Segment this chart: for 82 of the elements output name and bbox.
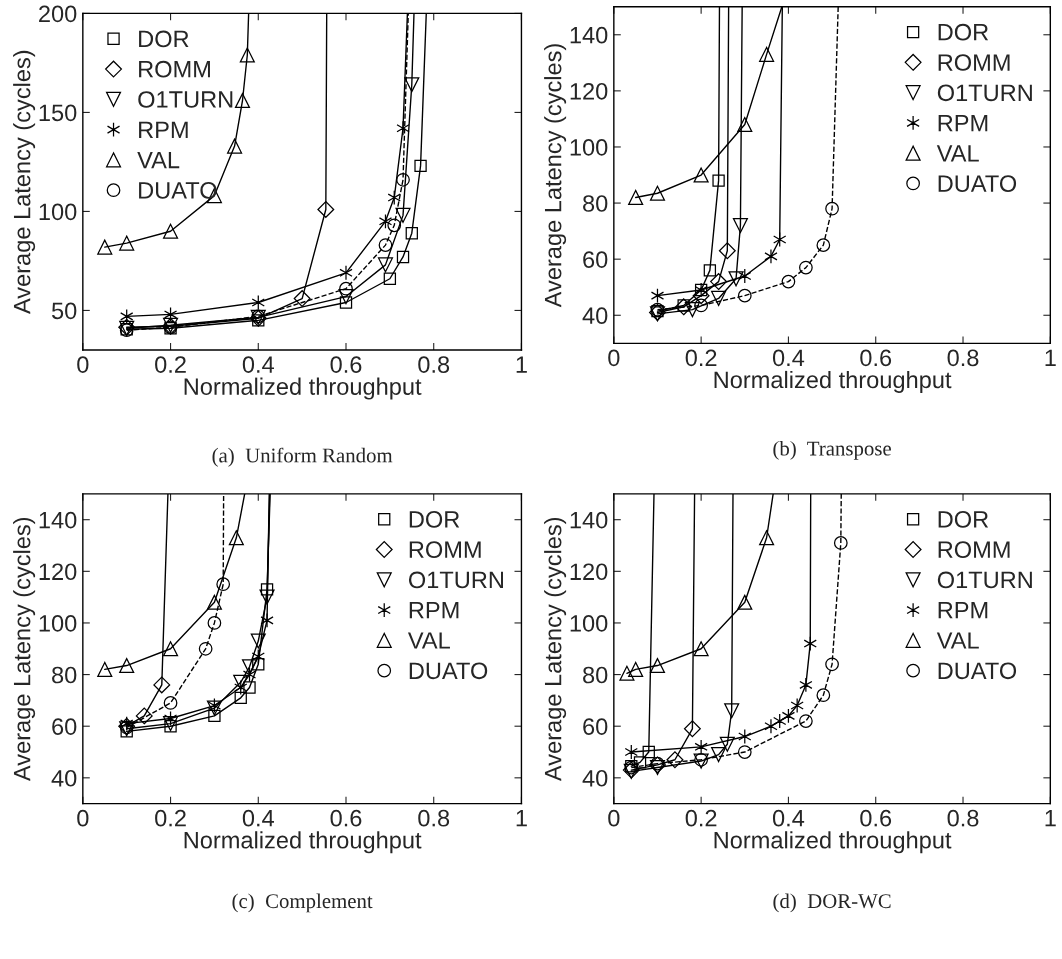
x-tick-label: 0.8 — [418, 356, 450, 373]
x-tick-label: 0.2 — [155, 356, 186, 373]
y-tick-label: 80 — [583, 195, 608, 212]
x-tick-label: 0.8 — [418, 809, 450, 827]
legend-label: VAL — [936, 145, 979, 162]
legend-label: ROMM — [938, 54, 1010, 71]
y-tick-label: 50 — [51, 302, 77, 320]
x-tick-label: 1 — [516, 356, 527, 373]
x-tick-label: 0 — [608, 809, 620, 827]
x-tick-label: 0.4 — [242, 809, 274, 827]
y-tick-label: 140 — [570, 26, 608, 44]
legend-label: ROMM — [139, 60, 210, 78]
x-tick-label: 0.4 — [242, 356, 274, 373]
y-tick-label: 100 — [570, 139, 608, 156]
legend-label: O1TURN — [138, 91, 233, 108]
x-axis-title: Normalized throughput — [714, 370, 952, 393]
x-axis-title: Normalized throughput — [714, 831, 952, 854]
y-tick-label: 100 — [39, 615, 77, 632]
legend-label: DUATO — [139, 181, 217, 199]
y-tick-label: 120 — [39, 563, 77, 581]
legend-label: VAL — [936, 632, 979, 649]
y-tick-label: 40 — [582, 769, 608, 787]
legend-label: DUATO — [938, 175, 1017, 192]
y-tick-label: 120 — [570, 82, 608, 100]
legend-label: ROMM — [938, 541, 1010, 559]
legend-label: RPM — [139, 121, 188, 138]
legend-label: O1TURN — [408, 571, 503, 589]
x-tick-label: 1 — [516, 810, 527, 827]
y-tick-label: 150 — [39, 104, 77, 122]
y-tick-label: 40 — [51, 769, 77, 787]
x-tick-label: 1 — [1045, 810, 1056, 827]
y-axis-title: Average Latency (cycles) — [544, 517, 567, 782]
legend-label: DOR — [409, 511, 460, 528]
legend-label: DUATO — [938, 662, 1017, 680]
x-axis-title: Normalized throughput — [184, 377, 422, 400]
y-tick-label: 140 — [570, 511, 608, 529]
y-axis-title: Average Latency (cycles) — [544, 44, 567, 308]
x-tick-label: 0.6 — [330, 356, 362, 373]
y-tick-label: 80 — [52, 666, 77, 684]
x-tick-label: 0.4 — [772, 809, 805, 827]
legend-label: O1TURN — [937, 84, 1032, 102]
x-tick-label: 0.4 — [772, 349, 805, 367]
text: (c) Complement — [232, 893, 373, 913]
legend-label: DUATO — [409, 662, 488, 680]
legend-label: ROMM — [409, 541, 481, 559]
legend-label: VAL — [137, 151, 180, 169]
x-tick-label: 0.6 — [860, 349, 892, 367]
x-tick-label: 0.2 — [155, 809, 186, 827]
x-tick-label: 0.2 — [685, 809, 717, 827]
x-tick-label: 0.6 — [330, 809, 362, 827]
x-tick-label: 0 — [608, 349, 620, 367]
x-tick-label: 0.2 — [685, 349, 717, 367]
y-tick-label: 200 — [39, 5, 77, 23]
y-tick-label: 100 — [570, 615, 608, 632]
text: (d) DOR-WC — [773, 893, 891, 913]
y-tick-label: 120 — [570, 563, 608, 581]
legend-label: RPM — [938, 114, 988, 132]
x-axis-title: Normalized throughput — [184, 831, 422, 854]
y-axis-title: Average Latency (cycles) — [13, 50, 36, 315]
legend-label: DOR — [938, 511, 989, 528]
legend-label: O1TURN — [937, 571, 1032, 589]
legend-label: RPM — [409, 602, 459, 619]
legend-label: VAL — [407, 632, 450, 649]
legend-label: RPM — [938, 602, 988, 619]
x-tick-label: 0.6 — [860, 809, 892, 827]
y-tick-label: 100 — [39, 203, 77, 221]
x-tick-label: 0.8 — [947, 809, 979, 827]
y-tick-label: 40 — [582, 307, 608, 325]
legend-label: DOR — [938, 23, 989, 41]
text: (a) Uniform Random — [212, 447, 393, 467]
y-tick-label: 140 — [39, 511, 77, 529]
x-tick-label: 0 — [77, 356, 89, 373]
x-tick-label: 0 — [77, 809, 89, 827]
y-tick-label: 60 — [583, 251, 608, 268]
y-axis-title: Average Latency (cycles) — [13, 517, 36, 782]
x-tick-label: 1 — [1045, 349, 1056, 366]
y-tick-label: 80 — [583, 666, 608, 684]
text: (b) Transpose — [773, 440, 891, 460]
legend-label: DOR — [139, 30, 189, 48]
y-tick-label: 60 — [583, 718, 608, 735]
x-tick-label: 0.8 — [947, 349, 979, 367]
y-tick-label: 60 — [52, 718, 77, 735]
